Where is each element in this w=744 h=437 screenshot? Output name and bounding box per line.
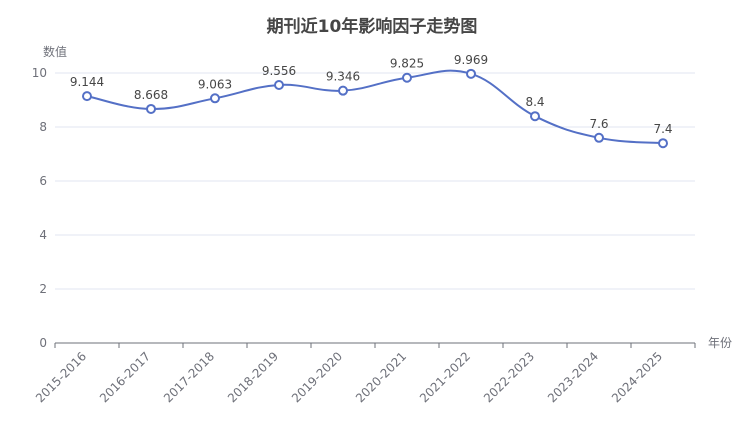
data-label: 9.556 xyxy=(262,64,296,78)
data-point[interactable] xyxy=(146,103,156,114)
data-point[interactable] xyxy=(82,91,92,102)
data-point[interactable] xyxy=(530,111,540,122)
x-tick-label: 2018-2019 xyxy=(225,349,281,405)
y-tick-label: 4 xyxy=(39,228,47,242)
x-tick-label: 2017-2018 xyxy=(161,349,217,405)
x-tick-label: 2022-2023 xyxy=(481,349,537,405)
data-label: 8.668 xyxy=(134,88,168,102)
data-point[interactable] xyxy=(594,132,604,143)
data-point[interactable] xyxy=(210,93,220,104)
y-tick-label: 2 xyxy=(39,282,47,296)
data-point[interactable] xyxy=(658,138,668,149)
y-tick-label: 0 xyxy=(39,336,47,350)
data-labels: 9.144 8.668 9.063 9.556 9.346 9.825 9.969 8.4 7.… xyxy=(70,53,673,136)
series-line-path xyxy=(86,69,664,145)
x-tick-label: 2023-2024 xyxy=(545,349,601,405)
data-point[interactable] xyxy=(466,68,476,79)
x-tick-label: 2015-2016 xyxy=(33,349,89,405)
x-tick-label: 2020-2021 xyxy=(353,349,409,405)
data-label: 7.6 xyxy=(589,117,608,131)
data-label: 9.825 xyxy=(390,57,424,71)
chart-title: 期刊近10年影响因子走势图 xyxy=(267,16,478,37)
series-line xyxy=(86,69,664,145)
y-tick-label: 8 xyxy=(39,120,47,134)
x-axis: 2015-2016 2016-2017 2017-2018 2018-2019 2019… xyxy=(33,342,696,405)
x-tick-label: 2021-2022 xyxy=(417,349,473,405)
data-label: 9.144 xyxy=(70,75,104,89)
data-label: 8.4 xyxy=(525,95,544,109)
x-tick-label: 2019-2020 xyxy=(289,349,345,405)
y-tick-label: 6 xyxy=(39,174,47,188)
data-point[interactable] xyxy=(274,79,284,90)
data-label: 9.969 xyxy=(454,53,488,67)
data-points xyxy=(82,68,668,149)
y-axis-ticks: 0 2 4 6 8 10 xyxy=(32,66,47,350)
data-label: 7.4 xyxy=(653,122,672,136)
data-point[interactable] xyxy=(402,72,412,83)
data-point[interactable] xyxy=(338,85,348,96)
data-label: 9.346 xyxy=(326,70,360,84)
x-tick-label: 2024-2025 xyxy=(609,349,665,405)
y-axis-name: 数值 xyxy=(43,44,67,59)
x-axis-name: 年份 xyxy=(708,336,732,350)
grid-lines xyxy=(55,72,695,290)
x-tick-label: 2016-2017 xyxy=(97,349,153,405)
y-tick-label: 10 xyxy=(32,66,47,80)
data-label: 9.063 xyxy=(198,77,232,91)
